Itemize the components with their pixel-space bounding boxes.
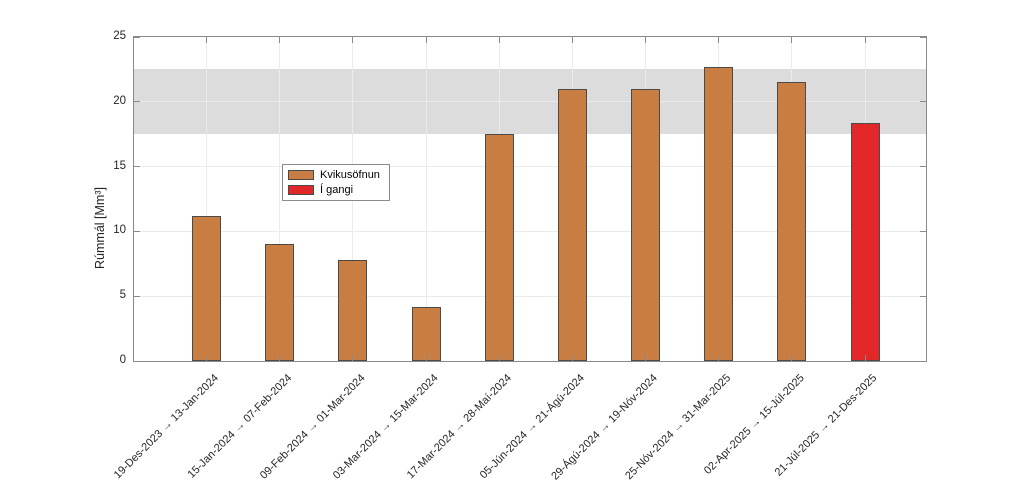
y-tick-label: 15: [113, 159, 126, 172]
x-axis-tick: [279, 355, 281, 361]
x-axis-tick-top: [791, 37, 793, 43]
x-tick-label: 17-Mar-2024 → 28-Maí-2024: [404, 372, 514, 482]
y-axis-tick-right: [920, 101, 926, 103]
x-axis-tick: [425, 355, 427, 361]
y-tick-label: 5: [119, 289, 126, 302]
bar-kvikusofnun: [704, 66, 734, 361]
gridline-vertical: [206, 37, 207, 361]
x-axis-tick-top: [425, 37, 427, 43]
x-axis-tick: [571, 355, 573, 361]
bar-kvikusofnun: [338, 259, 368, 361]
y-tick-label: 0: [119, 354, 126, 366]
y-tick-label: 20: [113, 94, 126, 107]
legend-swatch-kvikusofnun: [288, 170, 314, 180]
y-axis-tick-right: [920, 230, 926, 232]
x-tick-label: 21-Júl-2025 → 21-Des-2025: [772, 372, 880, 479]
y-axis-tick: [134, 295, 140, 297]
bar-kvikusofnun: [631, 88, 661, 361]
bar-kvikusofnun: [777, 82, 807, 361]
legend-entry: Kvikusöfnun: [288, 169, 380, 181]
y-tick-label: 10: [113, 224, 126, 237]
bar-kvikusofnun: [411, 306, 441, 361]
x-axis-tick: [498, 355, 500, 361]
y-axis-label: Rúmmál [Mm³]: [93, 187, 107, 269]
y-tick-label: 25: [113, 30, 126, 42]
x-axis-tick: [864, 355, 866, 361]
x-axis-tick-top: [206, 37, 207, 43]
gridline-horizontal: [134, 230, 926, 232]
x-axis-tick-top: [864, 37, 866, 43]
legend-label: Í gangi: [320, 184, 354, 196]
x-tick-label: 09-Feb-2024 → 01-Mar-2024: [257, 372, 368, 482]
gridline-horizontal: [134, 295, 926, 297]
legend-entry: Í gangi: [288, 184, 380, 196]
y-axis-tick: [134, 166, 140, 168]
x-axis-tick-top: [718, 37, 720, 43]
x-tick-label: 29-Ágú-2024 → 19-Nóv-2024: [549, 372, 661, 483]
bar-kvikusofnun: [557, 88, 587, 361]
bar-kvikusofnun: [484, 134, 514, 361]
x-axis-tick: [352, 355, 354, 361]
x-tick-label: 25-Nóv-2024 → 31-Mar-2025: [623, 372, 734, 483]
y-axis-tick: [134, 101, 140, 103]
legend-swatch-i_gangi: [288, 185, 314, 195]
y-axis-tick: [134, 360, 140, 362]
bar-kvikusofnun: [192, 215, 221, 361]
y-axis-tick: [134, 230, 140, 232]
y-axis-tick-right: [920, 295, 926, 297]
y-axis-tick-right: [920, 360, 926, 362]
y-axis-tick-right: [920, 166, 926, 168]
x-axis-tick-top: [279, 37, 281, 43]
x-axis-tick: [206, 355, 207, 361]
x-tick-label: 05-Jún-2024 → 21-Ágú-2024: [477, 372, 587, 482]
legend-label: Kvikusöfnun: [320, 169, 380, 181]
y-axis-tick-right: [920, 36, 926, 38]
x-tick-label: 03-Mar-2024 → 15-Mar-2024: [330, 372, 441, 482]
bar-i-gangi: [850, 122, 880, 361]
x-axis-tick: [718, 355, 720, 361]
bar-kvikusofnun: [265, 244, 295, 361]
y-axis-tick: [134, 36, 140, 38]
x-axis-tick: [645, 355, 647, 361]
x-axis-tick: [791, 355, 793, 361]
x-tick-label: 02-Apr-2025 → 15-Júl-2025: [701, 372, 807, 477]
x-axis-tick-top: [645, 37, 647, 43]
x-axis-tick-top: [498, 37, 500, 43]
gridline-vertical: [425, 37, 427, 361]
x-axis-tick-top: [352, 37, 354, 43]
plot-area: [133, 36, 927, 362]
gridline-horizontal: [134, 166, 926, 168]
legend: Kvikusöfnun Í gangi: [282, 164, 390, 201]
x-tick-label: 19-Des-2023 → 13-Jan-2024: [111, 372, 221, 482]
x-tick-label: 15-Jan-2024 → 07-Feb-2024: [185, 372, 295, 481]
x-axis-tick-top: [571, 37, 573, 43]
gridline-vertical: [279, 37, 281, 361]
gridline-horizontal: [134, 101, 926, 103]
